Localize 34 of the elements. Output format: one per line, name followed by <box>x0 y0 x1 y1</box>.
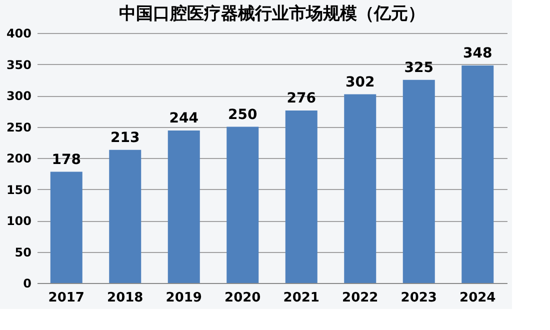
x-tick-label: 2019 <box>166 290 202 306</box>
data-label: 213 <box>110 130 140 146</box>
bar <box>50 172 82 283</box>
x-tick-label: 2017 <box>48 290 84 306</box>
y-tick-label: 250 <box>6 120 32 134</box>
bar <box>109 150 142 283</box>
y-tick-label: 100 <box>6 214 32 228</box>
x-tick-label: 2020 <box>224 290 261 306</box>
y-tick-label: 50 <box>14 245 32 260</box>
data-label: 276 <box>286 90 316 106</box>
data-label: 178 <box>52 152 81 168</box>
bar <box>402 80 435 283</box>
y-tick-label: 150 <box>6 182 32 197</box>
chart-title: 中国口腔医疗器械行业市场规模（亿元） <box>119 4 425 24</box>
bar <box>226 126 259 283</box>
bar <box>285 110 318 283</box>
data-label: 348 <box>463 46 492 62</box>
bar <box>344 94 376 283</box>
x-tick-label: 2022 <box>342 290 378 306</box>
x-tick-label: 2023 <box>400 290 437 306</box>
bar <box>168 130 200 283</box>
bar <box>462 66 494 283</box>
y-tick-label: 0 <box>23 276 32 290</box>
data-label: 302 <box>346 74 375 90</box>
y-tick-label: 300 <box>6 89 32 103</box>
data-label: 250 <box>228 106 258 123</box>
x-tick-label: 2018 <box>107 290 144 306</box>
x-tick-label: 2024 <box>460 290 496 306</box>
y-tick-label: 350 <box>6 58 32 72</box>
x-tick-label: 2021 <box>283 290 320 306</box>
y-tick-label: 200 <box>6 152 32 166</box>
data-label: 244 <box>169 110 199 126</box>
data-label: 325 <box>404 60 434 76</box>
y-tick-label: 400 <box>6 26 32 40</box>
